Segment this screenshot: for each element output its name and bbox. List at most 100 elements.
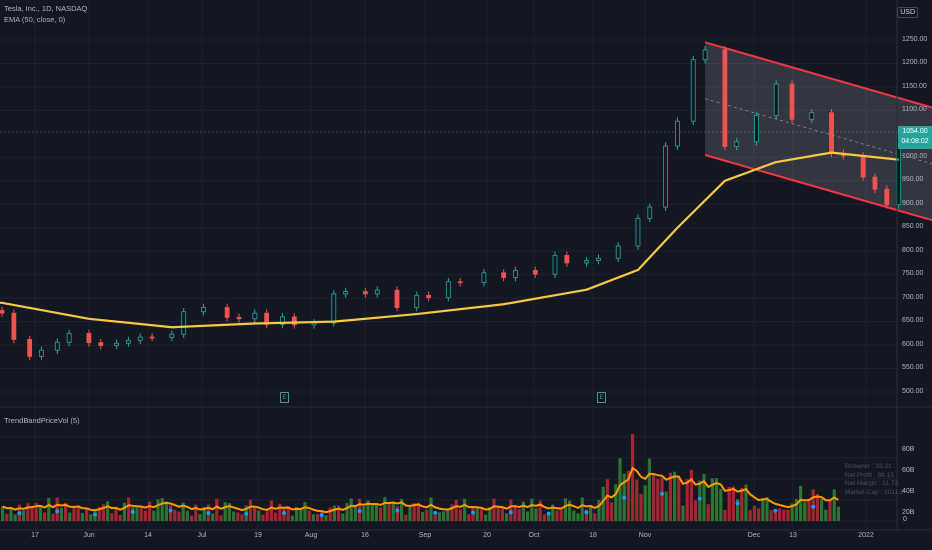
volume-bar [379,507,383,521]
candle-body [0,309,5,314]
candle-body [872,176,878,190]
volume-bar [479,509,483,521]
ema-line[interactable] [0,151,899,329]
volume-bar [689,469,693,521]
volume-bar [265,511,269,521]
price-tick-label: 1150.00 [902,83,927,90]
volume-bar [219,515,223,521]
volume-bar [169,505,173,521]
volume-bar [190,515,194,521]
candle-body [829,112,834,154]
volume-bar [815,494,819,521]
candle-body [394,289,400,308]
volume-bar [290,515,294,521]
volume-bar [236,512,240,521]
candle-body [773,83,779,116]
candle-body [181,311,187,335]
volume-bar [752,505,756,521]
candle-body [39,349,44,357]
candle-body [675,120,680,147]
volume-bar [349,498,353,521]
volume-bar [13,514,17,521]
price-tick-label: 950.00 [902,176,924,183]
volume-bar [580,497,584,521]
volume-bar [274,512,278,521]
volume-bar [80,512,84,521]
volume-bar [114,507,118,521]
volume-bar [362,506,366,521]
price-tick-label: 700.00 [902,294,924,301]
volume-bar [547,513,551,521]
current-price-value: 1054.00 [902,128,928,135]
grid-lines [0,0,897,530]
volume-bar [269,500,273,521]
candle-body [331,293,337,324]
volume-signal-dot [395,508,400,513]
price-tick-label: 600.00 [902,341,924,348]
candle-body [54,341,60,351]
volume-bar [446,509,450,521]
price-tick-label: 900.00 [902,200,924,207]
volume-bar [652,474,656,521]
candle-body [445,281,451,299]
volume-bar [559,509,563,521]
candle-body [532,270,538,275]
volume-bars [1,434,840,521]
channel-upper-line [704,41,932,109]
volume-bar [127,497,131,521]
volume-signal-dot [471,510,475,515]
volume-bar [778,508,782,521]
channel-midline [705,98,932,165]
volume-bar [38,505,42,521]
volume-bar [97,506,101,521]
volume-bar [836,506,840,521]
volume-bar [416,502,420,521]
candle-body [98,342,104,346]
volume-bar [131,507,135,521]
volume-bar [51,513,55,521]
price-tick-label: 850.00 [902,223,924,230]
candle-body [552,255,558,275]
volume-bar [610,502,614,521]
time-tick-label: 20 [483,532,491,539]
volume-bar [391,501,395,521]
volume-bar [484,514,488,521]
volume-bar [740,487,744,521]
volume-tick-label: 80B [902,446,915,453]
candle-body [754,115,759,143]
volume-bar [568,500,572,521]
time-tick-label: 17 [31,532,39,539]
volume-signal-dot [811,504,816,509]
volume-bar [437,512,441,521]
volume-bar [387,503,391,521]
time-tick-label: 2022 [858,532,874,539]
volume-bar [328,507,332,521]
stat-line: Net Profit : 88.13 [845,471,894,479]
volume-bar [593,513,597,521]
volume-bar [467,514,471,521]
candle-body [252,312,258,320]
volume-bar [668,472,672,521]
volume-bar [299,509,303,521]
candle-body [481,272,487,284]
ema-legend[interactable]: EMA (50, close, 0) [4,15,66,24]
candle-body [584,260,589,264]
volume-bar [500,508,504,521]
symbol-legend[interactable]: Tesla, Inc., 1D, NASDAQ [4,4,88,13]
volume-bar [278,503,282,521]
volume-bar [202,507,206,521]
volume-bar [253,506,257,521]
volume-signal-dot [282,511,286,516]
candle-body [734,141,740,147]
volume-bar [89,514,93,521]
volume-indicator-legend[interactable]: TrendBandPriceVol (5) [4,416,80,425]
volume-bar [232,511,236,521]
currency-badge[interactable]: USD [897,7,918,18]
earnings-marker[interactable]: E [597,392,606,403]
earnings-marker[interactable]: E [280,392,289,403]
volume-bar [118,514,122,521]
volume-signal-dot [660,491,664,496]
candle-body [596,257,601,261]
volume-bar [538,500,542,521]
